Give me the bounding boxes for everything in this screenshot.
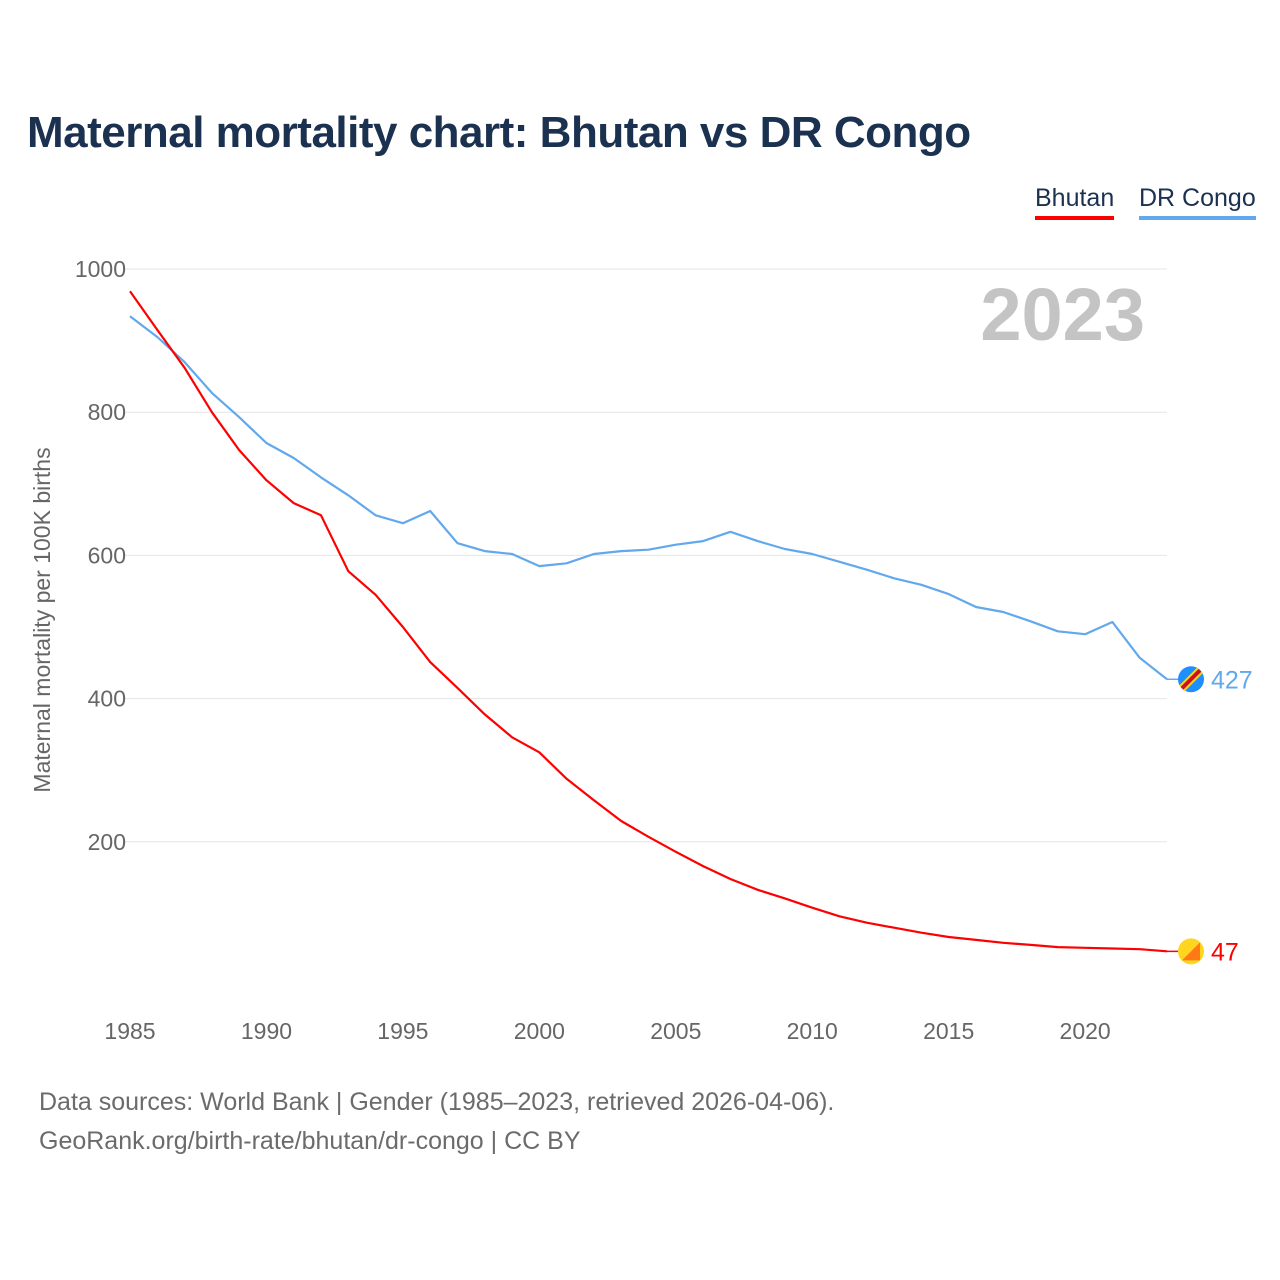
y-tick-label: 800 <box>88 399 126 425</box>
x-tick-label: 2000 <box>514 1018 565 1044</box>
end-value-label: 427 <box>1211 666 1253 694</box>
chart-title: Maternal mortality chart: Bhutan vs DR C… <box>27 108 971 157</box>
flag-stripe <box>1182 942 1200 961</box>
series-line-dr-congo <box>129 315 1168 681</box>
flag-stripe <box>1180 668 1202 690</box>
legend-dr-congo[interactable]: DR Congo <box>1139 184 1256 220</box>
series-line-bhutan <box>129 290 1168 953</box>
y-tick-label: 200 <box>88 829 126 855</box>
y-tick-label: 600 <box>88 542 126 568</box>
footer-link[interactable]: GeoRank.org/birth-rate/bhutan/dr-congo |… <box>39 1127 581 1155</box>
x-tick-label: 2005 <box>650 1018 701 1044</box>
x-tick-label: 1995 <box>377 1018 428 1044</box>
year-watermark: 2023 <box>980 273 1145 356</box>
y-tick-label: 400 <box>88 686 126 712</box>
x-tick-label: 2010 <box>787 1018 838 1044</box>
x-tick-label: 1990 <box>241 1018 292 1044</box>
x-tick-label: 2015 <box>923 1018 974 1044</box>
y-axis-label: Maternal mortality per 100K births <box>29 447 55 792</box>
x-tick-label: 1985 <box>104 1018 155 1044</box>
footer-sources: Data sources: World Bank | Gender (1985–… <box>39 1088 835 1116</box>
x-tick-label: 2020 <box>1060 1018 1111 1044</box>
legend-bhutan[interactable]: Bhutan <box>1035 184 1115 220</box>
y-tick-label: 1000 <box>75 256 126 282</box>
end-value-label: 47 <box>1211 938 1239 966</box>
